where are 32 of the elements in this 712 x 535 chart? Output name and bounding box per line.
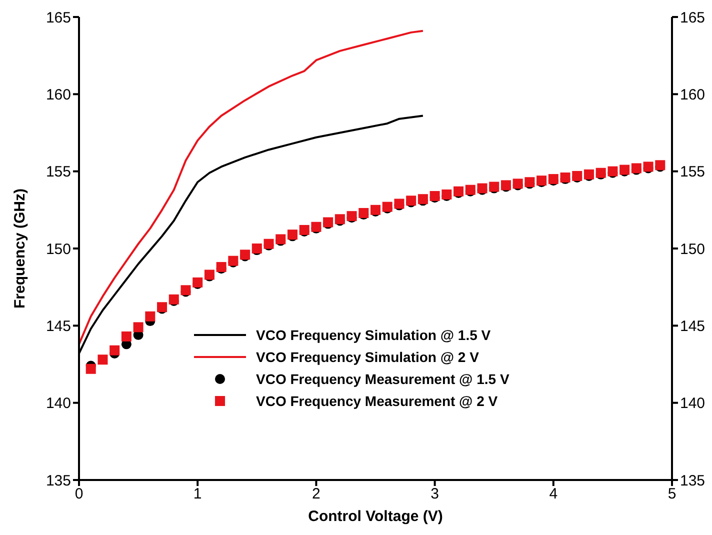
y2-tick-label: 155: [680, 164, 706, 181]
legend-label: VCO Frequency Simulation @ 2 V: [256, 349, 479, 365]
x-axis-title: Control Voltage (V): [308, 508, 443, 525]
y2-tick-label: 160: [680, 86, 706, 104]
point: [145, 311, 156, 322]
x-tick-label: 0: [74, 486, 84, 503]
x-tick-label: 1: [193, 486, 202, 503]
y-tick-label: 165: [46, 9, 71, 26]
legend-label: VCO Frequency Simulation @ 1.5 V: [256, 327, 491, 343]
point: [86, 364, 96, 374]
y-tick-label: 140: [46, 395, 71, 412]
x-tick-label: 4: [549, 486, 558, 503]
y-tick-label: 145: [46, 318, 71, 335]
y2-tick-label: 165: [680, 9, 706, 26]
y-tick-label: 155: [46, 164, 71, 181]
y2-tick-label: 150: [680, 240, 706, 258]
y2-tick-label: 145: [680, 318, 706, 335]
x-tick-label: 2: [312, 486, 320, 503]
x-tick-label: 3: [430, 486, 439, 503]
y2-tick-label: 135: [680, 472, 706, 490]
y-tick-label: 150: [46, 240, 71, 258]
legend-label: VCO Frequency Measurement @ 2 V: [256, 393, 498, 409]
point: [121, 331, 132, 342]
legend-label: VCO Frequency Measurement @ 1.5 V: [256, 371, 510, 387]
y2-tick-label: 140: [680, 395, 706, 412]
point: [133, 322, 144, 332]
y-tick-label: 160: [46, 86, 71, 104]
point: [110, 345, 120, 356]
point: [98, 354, 108, 365]
x-tick-label: 5: [668, 486, 676, 503]
y-tick-label: 135: [46, 472, 71, 490]
y-axis-title: Frequency (GHz): [11, 188, 28, 308]
